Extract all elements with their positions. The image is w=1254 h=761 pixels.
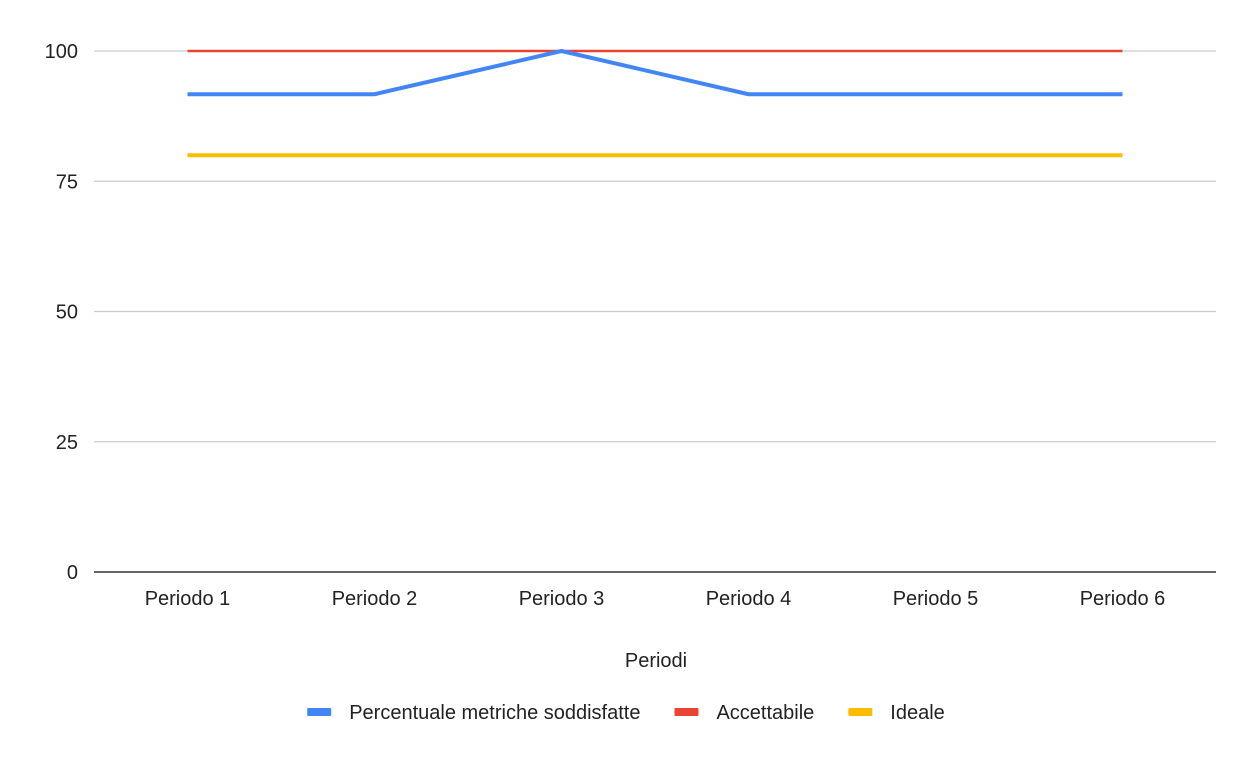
axes: 0 25 50 75 100 Periodo 1 Periodo 2 Periodo 3 Per… bbox=[45, 41, 1216, 610]
legend-swatch bbox=[307, 708, 332, 716]
legend-swatch bbox=[674, 708, 699, 716]
legend-item: Accettabile bbox=[674, 702, 814, 724]
y-tick-label: 75 bbox=[56, 171, 78, 193]
y-tick-label: 0 bbox=[67, 562, 78, 584]
x-tick-label: Periodo 2 bbox=[332, 588, 418, 610]
x-tick-label: Periodo 3 bbox=[519, 588, 605, 610]
y-tick-label: 100 bbox=[45, 41, 78, 63]
x-tick-label: Periodo 5 bbox=[893, 588, 979, 610]
legend-label: Percentuale metriche soddisfatte bbox=[349, 702, 640, 724]
legend-swatch bbox=[848, 708, 873, 716]
x-tick-label: Periodo 4 bbox=[706, 588, 792, 610]
y-tick-label: 25 bbox=[56, 432, 78, 454]
gridlines bbox=[94, 50, 1216, 443]
legend-item: Ideale bbox=[848, 702, 945, 724]
legend: Percentuale metriche soddisfatte Accettab… bbox=[307, 702, 945, 724]
series-lines bbox=[187, 49, 1123, 158]
series-line-0 bbox=[187, 49, 1123, 97]
x-tick-label: Periodo 6 bbox=[1080, 588, 1166, 610]
y-tick-label: 50 bbox=[56, 302, 78, 324]
legend-item: Percentuale metriche soddisfatte bbox=[307, 702, 640, 724]
x-tick-label: Periodo 1 bbox=[145, 588, 231, 610]
legend-label: Accettabile bbox=[716, 702, 814, 724]
legend-label: Ideale bbox=[890, 702, 945, 724]
x-axis-title: Periodi bbox=[625, 650, 687, 672]
